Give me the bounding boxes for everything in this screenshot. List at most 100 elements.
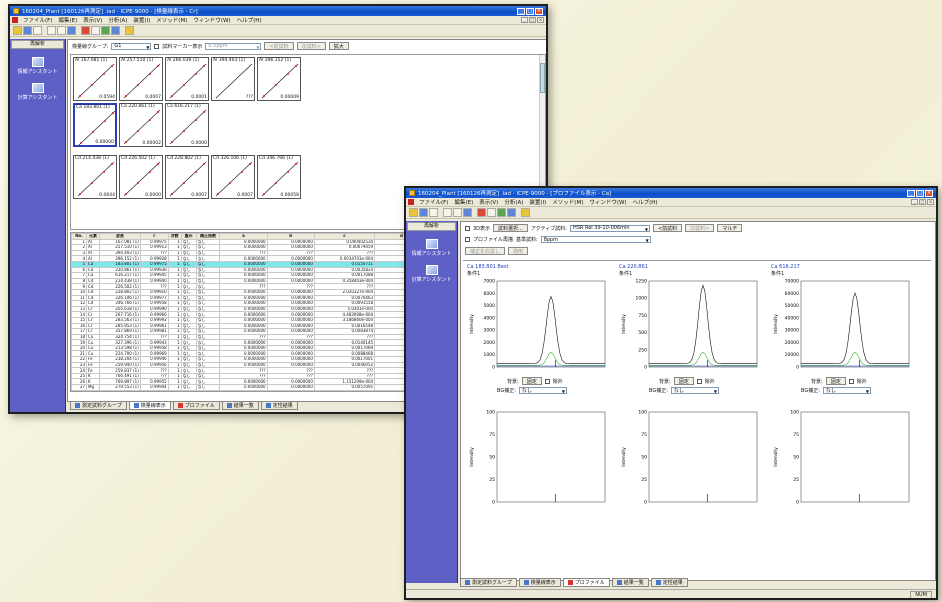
overlay-checkbox[interactable] [465,237,470,242]
menu-window[interactable]: ウィンドウ(W) [589,200,627,206]
sidebar-item-calc[interactable]: 計算アシスタント [406,265,457,283]
save-icon[interactable] [23,26,32,35]
prev-sample-button[interactable]: <前試料 [652,224,683,232]
calibration-thumb[interactable]: Al 394.403 (1)??? [211,57,255,101]
menu-method[interactable]: メソッド(M) [156,18,188,24]
tab-calibration[interactable]: 検量線表示 [518,578,561,587]
paste-icon[interactable] [67,26,76,35]
bg-corr-select[interactable]: なし ▼ [822,387,871,394]
next-sample-button[interactable]: 次試料> [685,224,715,232]
ref-sample-select[interactable]: 8ppm ▼ [540,236,651,243]
exclude-checkbox[interactable] [848,378,854,384]
exclude-checkbox[interactable] [696,378,702,384]
maximize-button[interactable]: □ [916,189,924,197]
calibration-thumb[interactable]: Cd 326.106 (1) 0.0007 [211,155,255,199]
mdi-restore[interactable]: □ [529,17,536,23]
mdi-minimize[interactable]: _ [521,17,528,23]
chart-icon[interactable] [507,208,516,217]
sidebar-item-info[interactable]: 情報アシスタント [10,57,65,75]
apply-button[interactable]: 適用 [508,247,529,255]
save-icon[interactable] [419,208,428,217]
profile-panel[interactable]: Ca 616.217 条件1 70000 60000 50000 40000 30000 20… [771,264,913,508]
menu-view[interactable]: 表示(V) [479,200,499,206]
table-row[interactable]: 11 Cd 326.106 (1) 0.99977 1 なし なし 0.0000000 0.00… [71,294,545,302]
bg-corr-select[interactable]: なし ▼ [518,387,567,394]
close-button[interactable]: × [535,7,543,15]
method-icon[interactable] [101,26,110,35]
marker-checkbox[interactable] [154,43,160,49]
bg-corr-select[interactable]: なし ▼ [670,387,719,394]
mdi-close[interactable]: × [927,199,934,205]
calibration-thumb[interactable]: Ca 183.801 (1) 0.00000 [73,103,117,147]
sidebar-header[interactable]: 再解析 [407,222,456,231]
prev-sample-button[interactable]: <前試料 [264,42,294,50]
calibration-thumb[interactable]: Al 396.152 (1) 0.00009 [257,57,301,101]
sidebar-item-calc[interactable]: 計算アシスタント [10,83,65,101]
cut-icon[interactable] [47,26,56,35]
tab-profile[interactable]: プロファイル [562,578,610,587]
calibration-thumb[interactable]: Cd 346.766 (1) 0.00058 [257,155,301,199]
measure-icon[interactable] [477,208,486,217]
tab-qualitative[interactable]: 定性結果 [260,401,298,410]
help-icon[interactable] [521,208,530,217]
cut-icon[interactable] [443,208,452,217]
sidebar-item-info[interactable]: 情報アシスタント [406,239,457,257]
calibration-thumb[interactable]: Cd 228.802 (1) 0.0007 [165,155,209,199]
fixed-button[interactable]: 固定 [825,377,846,385]
calibration-thumb[interactable]: Ca 616.217 (1) 0.0000 [165,103,209,147]
profile-panel[interactable]: Ca 220.861 条件1 1250 1000 750 500 250 0 Intensity… [619,264,761,508]
close-button[interactable]: × [925,189,933,197]
open-icon[interactable] [409,208,418,217]
marker-select[interactable]: 0.5ppm ▼ [205,42,262,50]
menu-file[interactable]: ファイル(F) [419,200,449,206]
try-correction-button[interactable]: 補正をお試し [465,247,506,255]
3d-checkbox[interactable] [465,225,470,231]
menu-instrument[interactable]: 装置(I) [133,18,151,24]
minimize-button[interactable]: _ [517,7,525,15]
method-icon[interactable] [497,208,506,217]
calibration-icon[interactable] [91,26,100,35]
table-row[interactable]: 2 Al 257.510 (1) 0.99913 1 なし なし 0.0000000 0.000… [71,244,545,251]
mdi-close[interactable]: × [537,17,544,23]
sidebar-header[interactable]: 再解析 [11,40,64,49]
copy-icon[interactable] [453,208,462,217]
calibration-thumb[interactable]: Al 257.510 (1) 0.0007 [119,57,163,101]
exclude-checkbox[interactable] [544,378,550,384]
measure-icon[interactable] [81,26,90,35]
calibration-thumb[interactable]: Cd 214.438 (1) 0.0644 [73,155,117,199]
menu-method[interactable]: メソッド(M) [552,200,584,206]
menu-instrument[interactable]: 装置(I) [529,200,547,206]
multi-button[interactable]: マルチ [717,224,743,232]
tab-results[interactable]: 結果一覧 [611,578,649,587]
calibration-thumb[interactable]: Ca 220.861 (1) 0.00002 [119,103,163,147]
next-sample-button[interactable]: 次試料> [296,42,326,50]
tab-qualitative[interactable]: 定性結果 [650,578,688,587]
tab-calibration[interactable]: 検量線表示 [128,401,171,410]
menu-analysis[interactable]: 分析(A) [108,18,128,24]
maximize-button[interactable]: □ [526,7,534,15]
chart-icon[interactable] [111,26,120,35]
menu-edit[interactable]: 編集(E) [58,18,78,24]
active-sample-select[interactable]: HSR Rel 39-10-006mln ▼ [569,224,650,232]
mdi-minimize[interactable]: _ [911,199,918,205]
menu-help[interactable]: ヘルプ(H) [236,18,262,24]
fixed-button[interactable]: 固定 [673,377,694,385]
menu-view[interactable]: 表示(V) [83,18,103,24]
group-select[interactable]: G1 ▼ [111,42,152,50]
paste-icon[interactable] [463,208,472,217]
tab-sample-group[interactable]: 測定試料グループ [460,578,517,587]
help-icon[interactable] [125,26,134,35]
menu-file[interactable]: ファイル(F) [23,18,53,24]
mdi-restore[interactable]: □ [919,199,926,205]
calibration-thumb[interactable]: Al 167.081 (1) 0.0594 [73,57,117,101]
sample-select-button[interactable]: 試料選択... [493,224,528,232]
print-icon[interactable] [33,26,42,35]
zoom-button[interactable]: 拡大 [328,42,349,50]
tab-sample-group[interactable]: 測定試料グループ [70,401,127,410]
tab-profile[interactable]: プロファイル [172,401,220,410]
calibration-thumb[interactable]: Cd 226.502 (1) 0.0000 [119,155,163,199]
calibration-icon[interactable] [487,208,496,217]
copy-icon[interactable] [57,26,66,35]
minimize-button[interactable]: _ [907,189,915,197]
profile-panel[interactable]: Ca 183.801 Best 条件1 7000 6000 5000 4000 3000 20… [467,264,609,508]
